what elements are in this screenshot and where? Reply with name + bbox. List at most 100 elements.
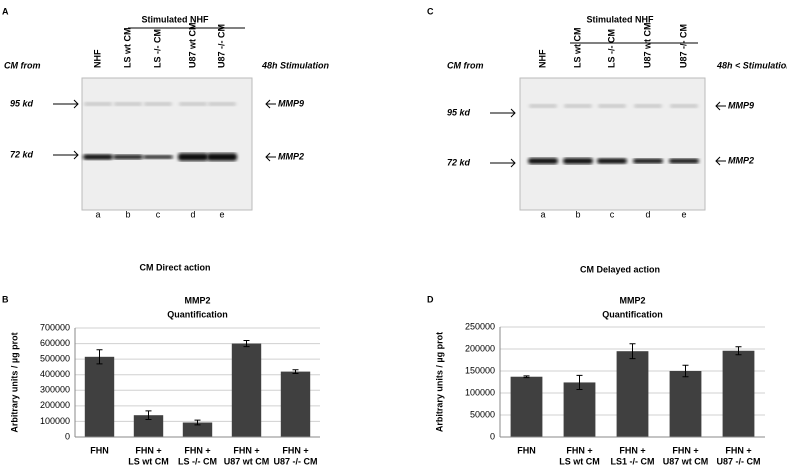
chart-subtitle: Quantification [602,309,663,319]
bar [133,415,164,437]
marker-arrow [53,99,79,109]
blot [519,77,706,211]
error-bar [292,369,299,374]
x-tick-label: U87 wt CM [663,456,709,466]
band [113,154,143,160]
error-bar [523,375,530,379]
error-bar [243,339,250,348]
band [83,154,113,160]
x-tick-label: FHN [90,445,109,455]
error-bar [96,349,103,365]
x-tick-label: FHN + [566,445,592,455]
lane-letter: d [190,209,195,219]
group-label: Stimulated NHF [586,14,654,24]
bar [563,382,596,437]
band [143,155,173,159]
lane-label: LS -/- CM [152,29,162,68]
marker-label: 72 kd [447,157,471,167]
band-arrow [715,156,726,166]
band-arrow [265,152,276,162]
y-tick-label: 250000 [465,321,495,331]
marker-arrow [53,150,79,160]
lane-letter: e [681,209,686,219]
y-tick-label: 300000 [40,385,70,395]
bar [722,350,755,437]
lane-letter: b [125,209,130,219]
band-faint [114,102,142,106]
lane-letter: c [610,209,615,219]
bar [669,371,702,437]
cm-from: CM from [4,60,41,70]
lane-label: NHF [537,49,547,68]
group-label: Stimulated NHF [141,14,209,24]
chart-title: MMP2 [619,295,645,305]
x-tick-label: FHN + [725,445,751,455]
y-tick-label: 100000 [40,416,70,426]
band-faint [144,102,172,106]
band [178,153,208,161]
lane-letter: c [156,209,161,219]
x-tick-label: LS wt CM [559,456,600,466]
band [563,158,593,164]
y-axis-label: Arbitrary units / µg prot [434,332,444,432]
band-arrow [715,101,726,111]
lane-label: NHF [92,49,102,68]
y-tick-label: 100000 [465,387,495,397]
lane-label: U87 -/- CM [216,24,226,68]
panel-letter: A [2,6,9,16]
lane-label: LS wt CM [122,28,132,69]
y-tick-label: 50000 [470,409,495,419]
error-bar [682,364,689,378]
stimulation: 48h Stimulation [261,60,330,70]
caption: CM Direct action [139,262,210,272]
lane-letter: d [645,209,650,219]
lane-letter: b [575,209,580,219]
lane-label: LS -/- CM [606,29,616,68]
bar [182,422,213,437]
lane-label: U87 -/- CM [678,24,688,68]
band-label: MMP9 [278,98,304,108]
band [597,158,627,164]
error-bar [735,346,742,356]
bar [280,371,311,437]
error-bar [145,410,152,421]
y-tick-label: 400000 [40,369,70,379]
band [528,158,558,164]
lane-letter: a [540,209,545,219]
bar [231,343,262,437]
panel-letter: C [427,6,434,16]
error-bar [629,343,636,360]
cm-from: CM from [447,60,484,70]
bar [84,356,115,437]
band-faint [670,104,698,108]
x-tick-label: FHN + [184,445,210,455]
band [207,153,237,161]
x-tick-label: U87 -/- CM [273,456,317,466]
x-tick-label: FHN + [282,445,308,455]
lane-letter: e [219,209,224,219]
chart-title: MMP2 [184,295,210,305]
x-tick-label: FHN + [619,445,645,455]
band-faint [529,104,557,108]
y-tick-label: 600000 [40,338,70,348]
y-tick-label: 0 [65,431,70,441]
x-tick-label: LS wt CM [128,456,169,466]
marker-arrow [490,108,516,118]
y-axis-label: Arbitrary units / µg prot [9,332,19,432]
panel-letter: B [2,294,9,304]
x-tick-label: LS1 -/- CM [611,456,655,466]
y-tick-label: 500000 [40,354,70,364]
band-label: MMP9 [728,100,754,110]
error-bar [576,374,583,390]
blot [81,77,253,211]
x-tick-label: FHN + [135,445,161,455]
band [633,158,663,164]
error-bar [194,419,201,426]
band-faint [634,104,662,108]
x-tick-label: LS -/- CM [178,456,217,466]
lane-label: U87 wt CM [642,22,652,68]
band-faint [564,104,592,108]
x-tick-label: FHN + [233,445,259,455]
lane-label: U87 wt CM [187,22,197,68]
